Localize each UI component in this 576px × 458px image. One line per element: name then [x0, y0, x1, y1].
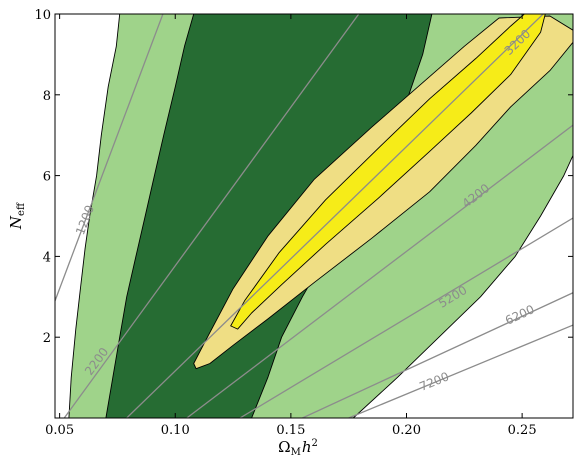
x-tick-label: 0.15 [276, 423, 305, 438]
x-tick-label: 0.20 [392, 423, 421, 438]
y-tick-label: 10 [34, 8, 51, 23]
y-tick-label: 4 [43, 250, 51, 265]
axis-ticks: 0.05 0.10 0.15 0.20 0.25 2 4 6 8 10 [34, 8, 573, 438]
confidence-regions [68, 14, 573, 418]
contour-line-5200 [239, 217, 573, 418]
x-axis-title: ΩMh2 [278, 438, 318, 458]
contour-lines [55, 14, 573, 418]
contour-line-6200 [302, 292, 573, 418]
contour-line-3200 [126, 14, 545, 418]
contour-line-2200 [63, 14, 360, 418]
y-axis-title: Neff [7, 202, 27, 230]
x-tick-label: 0.25 [508, 423, 537, 438]
x-tick-label: 0.10 [161, 423, 190, 438]
inner-yellow-region [230, 14, 546, 330]
contour-line-7200 [348, 324, 573, 418]
plot-frame [54, 13, 574, 419]
x-tick-label: 0.05 [45, 423, 74, 438]
y-tick-label: 2 [43, 331, 51, 346]
contour-line-4200 [186, 124, 573, 418]
y-tick-label: 8 [43, 89, 51, 104]
y-tick-label: 6 [43, 170, 51, 185]
contour-line-1200 [55, 14, 164, 302]
contour-label-6200: 6200 [503, 302, 537, 328]
